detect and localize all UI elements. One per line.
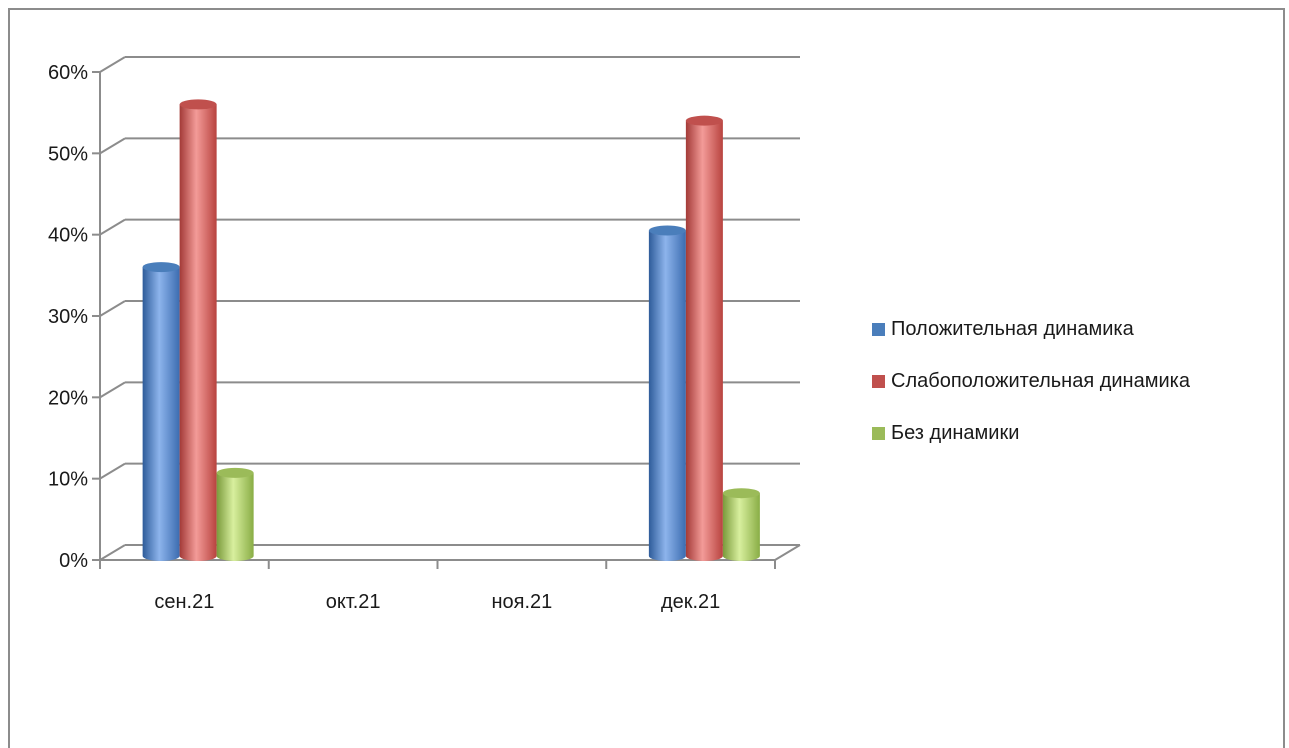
legend-item: Положительная динамика	[872, 316, 1190, 343]
gridline-side	[99, 218, 126, 236]
bar	[142, 262, 180, 561]
y-tick-label: 60%	[48, 62, 88, 84]
bar	[179, 99, 217, 562]
legend-swatch	[872, 375, 885, 388]
bar	[685, 115, 723, 561]
chart-frame	[8, 8, 1285, 748]
bar-top	[648, 225, 686, 236]
y-tick-label: 20%	[48, 387, 88, 409]
legend-label: Положительная динамика	[891, 318, 1134, 340]
bar	[648, 225, 686, 561]
bar-body	[142, 267, 180, 561]
legend-swatch	[872, 323, 885, 336]
x-tick-label: дек.21	[661, 591, 720, 613]
gridline-side	[99, 462, 126, 480]
legend: Положительная динамика Слабоположительная…	[872, 316, 1190, 472]
gridline-side	[99, 137, 126, 155]
bar-top	[179, 99, 217, 110]
tick-labels: 0% 10% 20% 30% 40% 50% 60% сен.21 окт.21 ноя.21 де…	[48, 62, 720, 613]
y-tick-label: 50%	[48, 143, 88, 165]
bar-body	[648, 230, 686, 561]
x-tick-label: окт.21	[326, 591, 381, 613]
gridline-side	[99, 381, 126, 399]
x-tick-label: сен.21	[154, 591, 214, 613]
legend-item: Слабоположительная динамика	[872, 368, 1190, 395]
bar-top	[685, 115, 723, 126]
gridline-side	[99, 56, 126, 73]
bar	[216, 467, 254, 561]
y-tick-label: 40%	[48, 225, 88, 247]
gridline-side	[99, 300, 126, 317]
bar-body	[216, 472, 254, 561]
bar-body	[722, 493, 760, 561]
gridline-side	[99, 544, 126, 561]
bars	[142, 99, 760, 562]
bar-top	[142, 262, 180, 273]
legend-swatch	[872, 427, 885, 440]
bar	[722, 488, 760, 561]
bar-top	[722, 488, 760, 499]
legend-label: Без динамики	[891, 422, 1020, 444]
y-tick-label: 0%	[59, 550, 88, 572]
x-tick-label: ноя.21	[491, 591, 552, 613]
y-tick-label: 10%	[48, 469, 88, 491]
y-tick-label: 30%	[48, 306, 88, 328]
legend-item: Без динамики	[872, 420, 1190, 447]
x-axis-side	[774, 544, 801, 561]
bar-body	[685, 120, 723, 561]
bar-body	[179, 104, 217, 562]
bar-top	[216, 467, 254, 478]
legend-label: Слабоположительная динамика	[891, 370, 1190, 392]
